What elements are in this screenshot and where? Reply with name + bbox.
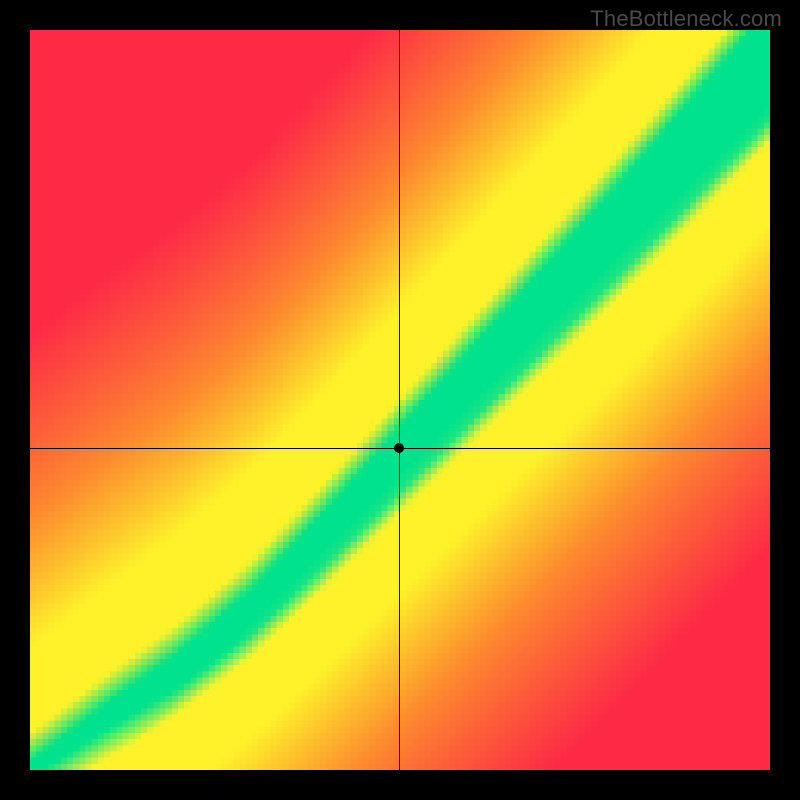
marker-dot [394,443,404,453]
crosshair-vertical [399,30,400,770]
heatmap-canvas [30,30,770,770]
heatmap-plot [30,30,770,770]
watermark-text: TheBottleneck.com [590,6,782,32]
